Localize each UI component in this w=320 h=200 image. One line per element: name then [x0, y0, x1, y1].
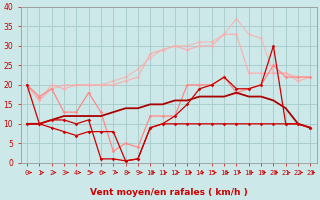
X-axis label: Vent moyen/en rafales ( km/h ): Vent moyen/en rafales ( km/h ) — [90, 188, 248, 197]
